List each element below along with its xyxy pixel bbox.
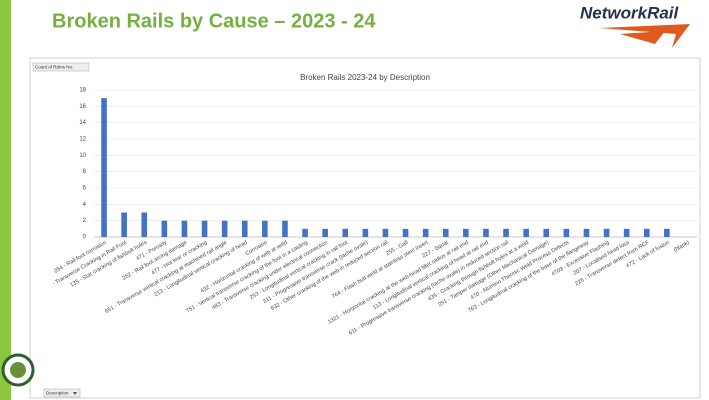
bar [483, 228, 489, 237]
bar [161, 220, 168, 237]
bar [262, 220, 268, 237]
y-tick-label: 4 [83, 202, 87, 208]
bar [181, 220, 188, 237]
bar [402, 228, 409, 237]
field-button-label: Count of Rdms No. [35, 65, 73, 70]
bar [442, 228, 449, 237]
logo: NetworkRail [580, 3, 690, 48]
bar [543, 228, 550, 237]
bar [664, 228, 670, 237]
bar [141, 212, 148, 237]
bar [101, 98, 107, 238]
field-button[interactable] [43, 388, 81, 398]
bar [503, 228, 509, 237]
y-tick-label: 14 [79, 120, 86, 126]
bar [201, 220, 208, 237]
bar [422, 228, 429, 237]
y-tick-label: 8 [83, 169, 87, 175]
bar [523, 228, 529, 237]
slide-title: Broken Rails by Cause – 2023 - 24 [52, 10, 376, 32]
bar [583, 228, 590, 237]
crest [1, 353, 35, 387]
logo-arrow [600, 24, 690, 48]
y-tick-label: 0 [83, 235, 87, 241]
y-tick-label: 16 [79, 104, 86, 110]
logo-arrow [620, 31, 665, 44]
chart-title: Broken Rails 2023-24 by Description [300, 73, 430, 82]
dropdown-arrow [73, 392, 77, 395]
bar [563, 228, 570, 237]
bar [623, 228, 630, 237]
bar [241, 220, 248, 237]
bar [362, 228, 369, 237]
y-tick-label: 6 [83, 186, 87, 192]
bar [322, 228, 328, 237]
chart-frame [29, 57, 701, 399]
y-tick-label: 2 [83, 218, 87, 224]
bar [342, 228, 349, 237]
y-tick-label: 10 [79, 153, 86, 159]
bar [603, 228, 610, 237]
logo-text: NetworkRail [580, 3, 680, 22]
bar [463, 228, 469, 237]
bar [302, 228, 308, 237]
bar [121, 212, 127, 237]
y-tick-label: 12 [79, 137, 86, 143]
bar [643, 228, 650, 237]
bar [221, 220, 228, 237]
bar [382, 228, 389, 237]
y-tick-label: 18 [79, 88, 86, 94]
bar [282, 220, 288, 237]
side-bar [0, 0, 11, 400]
field-button[interactable] [32, 62, 90, 72]
field-button-label: Description [46, 391, 69, 396]
